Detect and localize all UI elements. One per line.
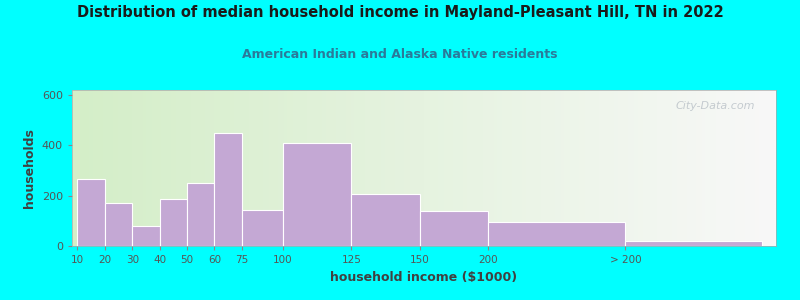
Text: City-Data.com: City-Data.com	[675, 101, 755, 111]
Bar	[78, 179, 105, 246]
Bar	[160, 200, 187, 246]
Y-axis label: households: households	[23, 128, 36, 208]
Bar	[132, 226, 160, 246]
Bar	[187, 183, 214, 246]
Bar	[214, 133, 242, 246]
X-axis label: household income ($1000): household income ($1000)	[330, 271, 518, 284]
Bar	[351, 194, 420, 246]
Text: Distribution of median household income in Mayland-Pleasant Hill, TN in 2022: Distribution of median household income …	[77, 4, 723, 20]
Bar	[488, 222, 626, 246]
Bar	[420, 211, 488, 246]
Text: American Indian and Alaska Native residents: American Indian and Alaska Native reside…	[242, 48, 558, 61]
Bar	[105, 203, 132, 246]
Bar	[626, 241, 762, 246]
Bar	[242, 209, 283, 246]
Bar	[283, 143, 351, 246]
